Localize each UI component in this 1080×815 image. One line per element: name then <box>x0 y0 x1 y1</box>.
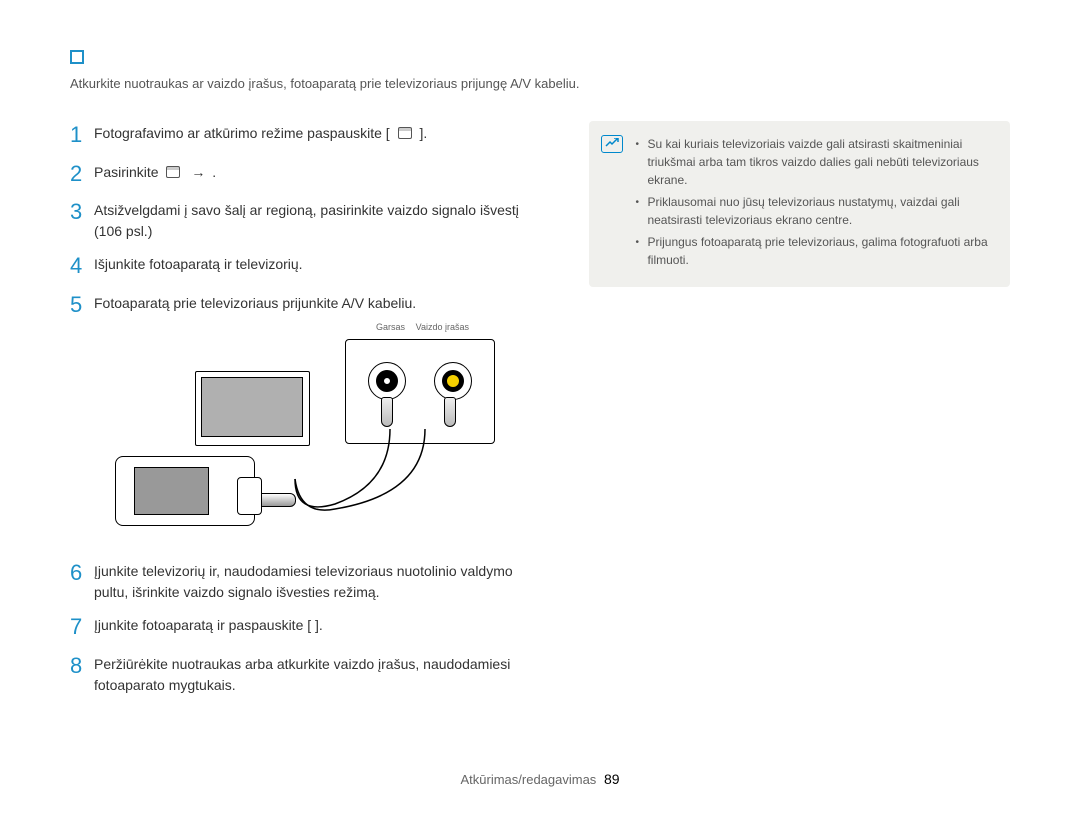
step-number: 5 <box>70 291 94 320</box>
video-connector-icon <box>444 397 456 427</box>
step-text: Atsižvelgdami į savo šalį ar regioną, pa… <box>94 198 539 242</box>
step-number: 8 <box>70 652 94 681</box>
footer-page-number: 89 <box>604 771 620 787</box>
note-text: Priklausomai nuo jūsų televizoriaus nust… <box>647 193 994 229</box>
note-item: • Priklausomai nuo jūsų televizoriaus nu… <box>635 193 994 229</box>
note-item: • Su kai kuriais televizoriais vaizde ga… <box>635 135 994 189</box>
camera-screen <box>134 467 209 515</box>
bullet-icon: • <box>635 233 647 269</box>
step-5: 5 Fotoaparatą prie televizoriaus prijunk… <box>70 291 539 320</box>
audio-label: Garsas <box>376 322 405 332</box>
arrow-icon: → <box>191 164 205 180</box>
step-2: 2 Pasirinkite → . <box>70 160 539 189</box>
step-text-part: ]. <box>419 125 427 141</box>
camera-lens <box>237 477 262 515</box>
step-text: Fotografavimo ar atkūrimo režime paspaus… <box>94 121 427 144</box>
step-text-part: . <box>212 164 216 180</box>
content-columns: 1 Fotografavimo ar atkūrimo režime paspa… <box>70 121 1010 706</box>
bullet-icon: • <box>635 135 647 189</box>
title-bar <box>70 50 1010 64</box>
note-icon <box>601 135 623 153</box>
title-square-icon <box>70 50 84 64</box>
right-column: • Su kai kuriais televizoriais vaizde ga… <box>589 121 1010 706</box>
step-text: Peržiūrėkite nuotraukas arba atkurkite v… <box>94 652 539 696</box>
page-footer: Atkūrimas/redagavimas 89 <box>0 771 1080 787</box>
step-text: Išjunkite fotoaparatą ir televizorių. <box>94 252 303 275</box>
step-number: 4 <box>70 252 94 281</box>
note-text: Su kai kuriais televizoriais vaizde gali… <box>647 135 994 189</box>
step-text-part: Pasirinkite <box>94 164 162 180</box>
bullet-icon: • <box>635 193 647 229</box>
menu-icon <box>398 127 412 139</box>
step-7: 7 Įjunkite fotoaparatą ir paspauskite [ … <box>70 613 539 642</box>
audio-port-icon <box>368 362 406 400</box>
step-number: 3 <box>70 198 94 227</box>
step-8: 8 Peržiūrėkite nuotraukas arba atkurkite… <box>70 652 539 696</box>
step-4: 4 Išjunkite fotoaparatą ir televizorių. <box>70 252 539 281</box>
note-item: • Prijungus fotoaparatą prie televizoria… <box>635 233 994 269</box>
video-label: Vaizdo įrašas <box>416 322 469 332</box>
left-column: 1 Fotografavimo ar atkūrimo režime paspa… <box>70 121 539 706</box>
step-text: Įjunkite televizorių ir, naudodamiesi te… <box>94 559 539 603</box>
step-text-part: ]. <box>315 617 323 633</box>
step-3: 3 Atsižvelgdami į savo šalį ar regioną, … <box>70 198 539 242</box>
step-text: Fotoaparatą prie televizoriaus prijunkit… <box>94 291 416 314</box>
step-text-part: Fotografavimo ar atkūrimo režime paspaus… <box>94 125 390 141</box>
step-number: 1 <box>70 121 94 150</box>
menu-icon <box>166 166 180 178</box>
cable-icon <box>295 424 495 534</box>
note-box: • Su kai kuriais televizoriais vaizde ga… <box>589 121 1010 287</box>
connection-diagram: Garsas Vaizdo įrašas <box>105 339 505 534</box>
monitor-screen <box>201 377 303 437</box>
step-text: Įjunkite fotoaparatą ir paspauskite [ ]. <box>94 613 323 636</box>
camera-jack <box>261 493 296 507</box>
intro-text: Atkurkite nuotraukas ar vaizdo įrašus, f… <box>70 76 1010 91</box>
camera-icon <box>105 444 295 534</box>
audio-connector-icon <box>381 397 393 427</box>
step-6: 6 Įjunkite televizorių ir, naudodamiesi … <box>70 559 539 603</box>
note-text: Prijungus fotoaparatą prie televizoriaus… <box>647 233 994 269</box>
footer-section: Atkūrimas/redagavimas <box>460 772 596 787</box>
monitor-icon <box>195 371 310 446</box>
step-1: 1 Fotografavimo ar atkūrimo režime paspa… <box>70 121 539 150</box>
camera-body <box>115 456 255 526</box>
step-number: 7 <box>70 613 94 642</box>
step-text-part: Įjunkite fotoaparatą ir paspauskite [ <box>94 617 311 633</box>
video-port-icon <box>434 362 472 400</box>
step-number: 2 <box>70 160 94 189</box>
step-text: Pasirinkite → . <box>94 160 216 183</box>
step-number: 6 <box>70 559 94 588</box>
